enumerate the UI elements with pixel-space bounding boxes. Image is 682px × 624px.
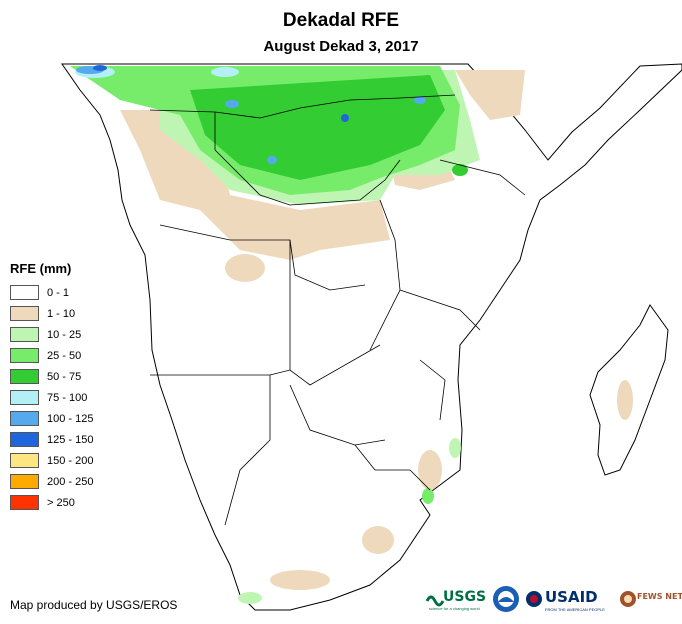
legend-label: 75 - 100 [47,391,88,404]
legend-item: 25 - 50 [10,345,93,366]
legend-swatch [10,348,39,363]
legend-label: > 250 [47,496,75,509]
usgs-wave-icon [425,595,445,607]
legend-label: 1 - 10 [47,307,76,320]
legend-item: 10 - 25 [10,324,93,345]
legend-swatch [10,285,39,300]
legend-label: 200 - 250 [47,475,94,488]
usgs-tagline: science for a changing world [429,606,480,611]
usaid-logo-text: USAID [545,588,598,606]
usgs-logo-text: USGS [443,589,487,605]
rain-100-125 [76,66,426,164]
legend-swatch [10,495,39,510]
country-borders [149,94,526,526]
noaa-emblem-icon [493,586,519,612]
fewsnet-logo: FEWS NET [619,583,682,615]
legend-item: 75 - 100 [10,387,93,408]
legend-label: 25 - 50 [47,349,82,362]
map-subtitle: August Dekad 3, 2017 [263,38,419,55]
legend-item: 200 - 250 [10,471,93,492]
legend-label: 50 - 75 [47,370,82,383]
legend-item: 50 - 75 [10,366,93,387]
fewsnet-logo-text: FEWS NET [637,592,682,601]
legend-swatch [10,390,39,405]
legend-title: RFE (mm) [10,261,72,276]
legend-item: 1 - 10 [10,303,93,324]
legend-label: 125 - 150 [47,433,94,446]
legend-swatch [10,306,39,321]
legend-swatch [10,411,39,426]
legend-item: 100 - 125 [10,408,93,429]
legend-swatch [10,327,39,342]
rain-50-75 [190,75,468,180]
legend-swatch [10,453,39,468]
rain-125-150 [93,65,349,122]
legend-rows: 0 - 1 1 - 10 10 - 25 25 - 50 50 - 75 75 - 100… [10,282,93,513]
legend-item: 0 - 1 [10,282,93,303]
agency-logos: USGS science for a changing world USAID … [425,583,682,615]
map-title: Dekadal RFE [282,10,400,31]
usaid-tagline: FROM THE AMERICAN PEOPLE [545,607,605,612]
usaid-logo: USAID FROM THE AMERICAN PEOPLE [525,583,617,615]
usaid-seal-icon [526,591,542,607]
legend-label: 100 - 125 [47,412,94,425]
map-legend: RFE (mm) 0 - 1 1 - 10 10 - 25 25 - 50 50 - 7… [10,261,93,513]
legend-item: 150 - 200 [10,450,93,471]
legend-item: > 250 [10,492,93,513]
map-credit: Map produced by USGS/EROS [10,598,178,612]
legend-label: 10 - 25 [47,328,82,341]
legend-swatch [10,432,39,447]
legend-swatch [10,369,39,384]
legend-label: 0 - 1 [47,286,70,299]
noaa-logo [491,583,521,615]
legend-item: 125 - 150 [10,429,93,450]
fewsnet-emblem-icon [620,591,636,607]
legend-label: 150 - 200 [47,454,94,467]
usgs-logo: USGS science for a changing world [425,583,487,615]
legend-swatch [10,474,39,489]
